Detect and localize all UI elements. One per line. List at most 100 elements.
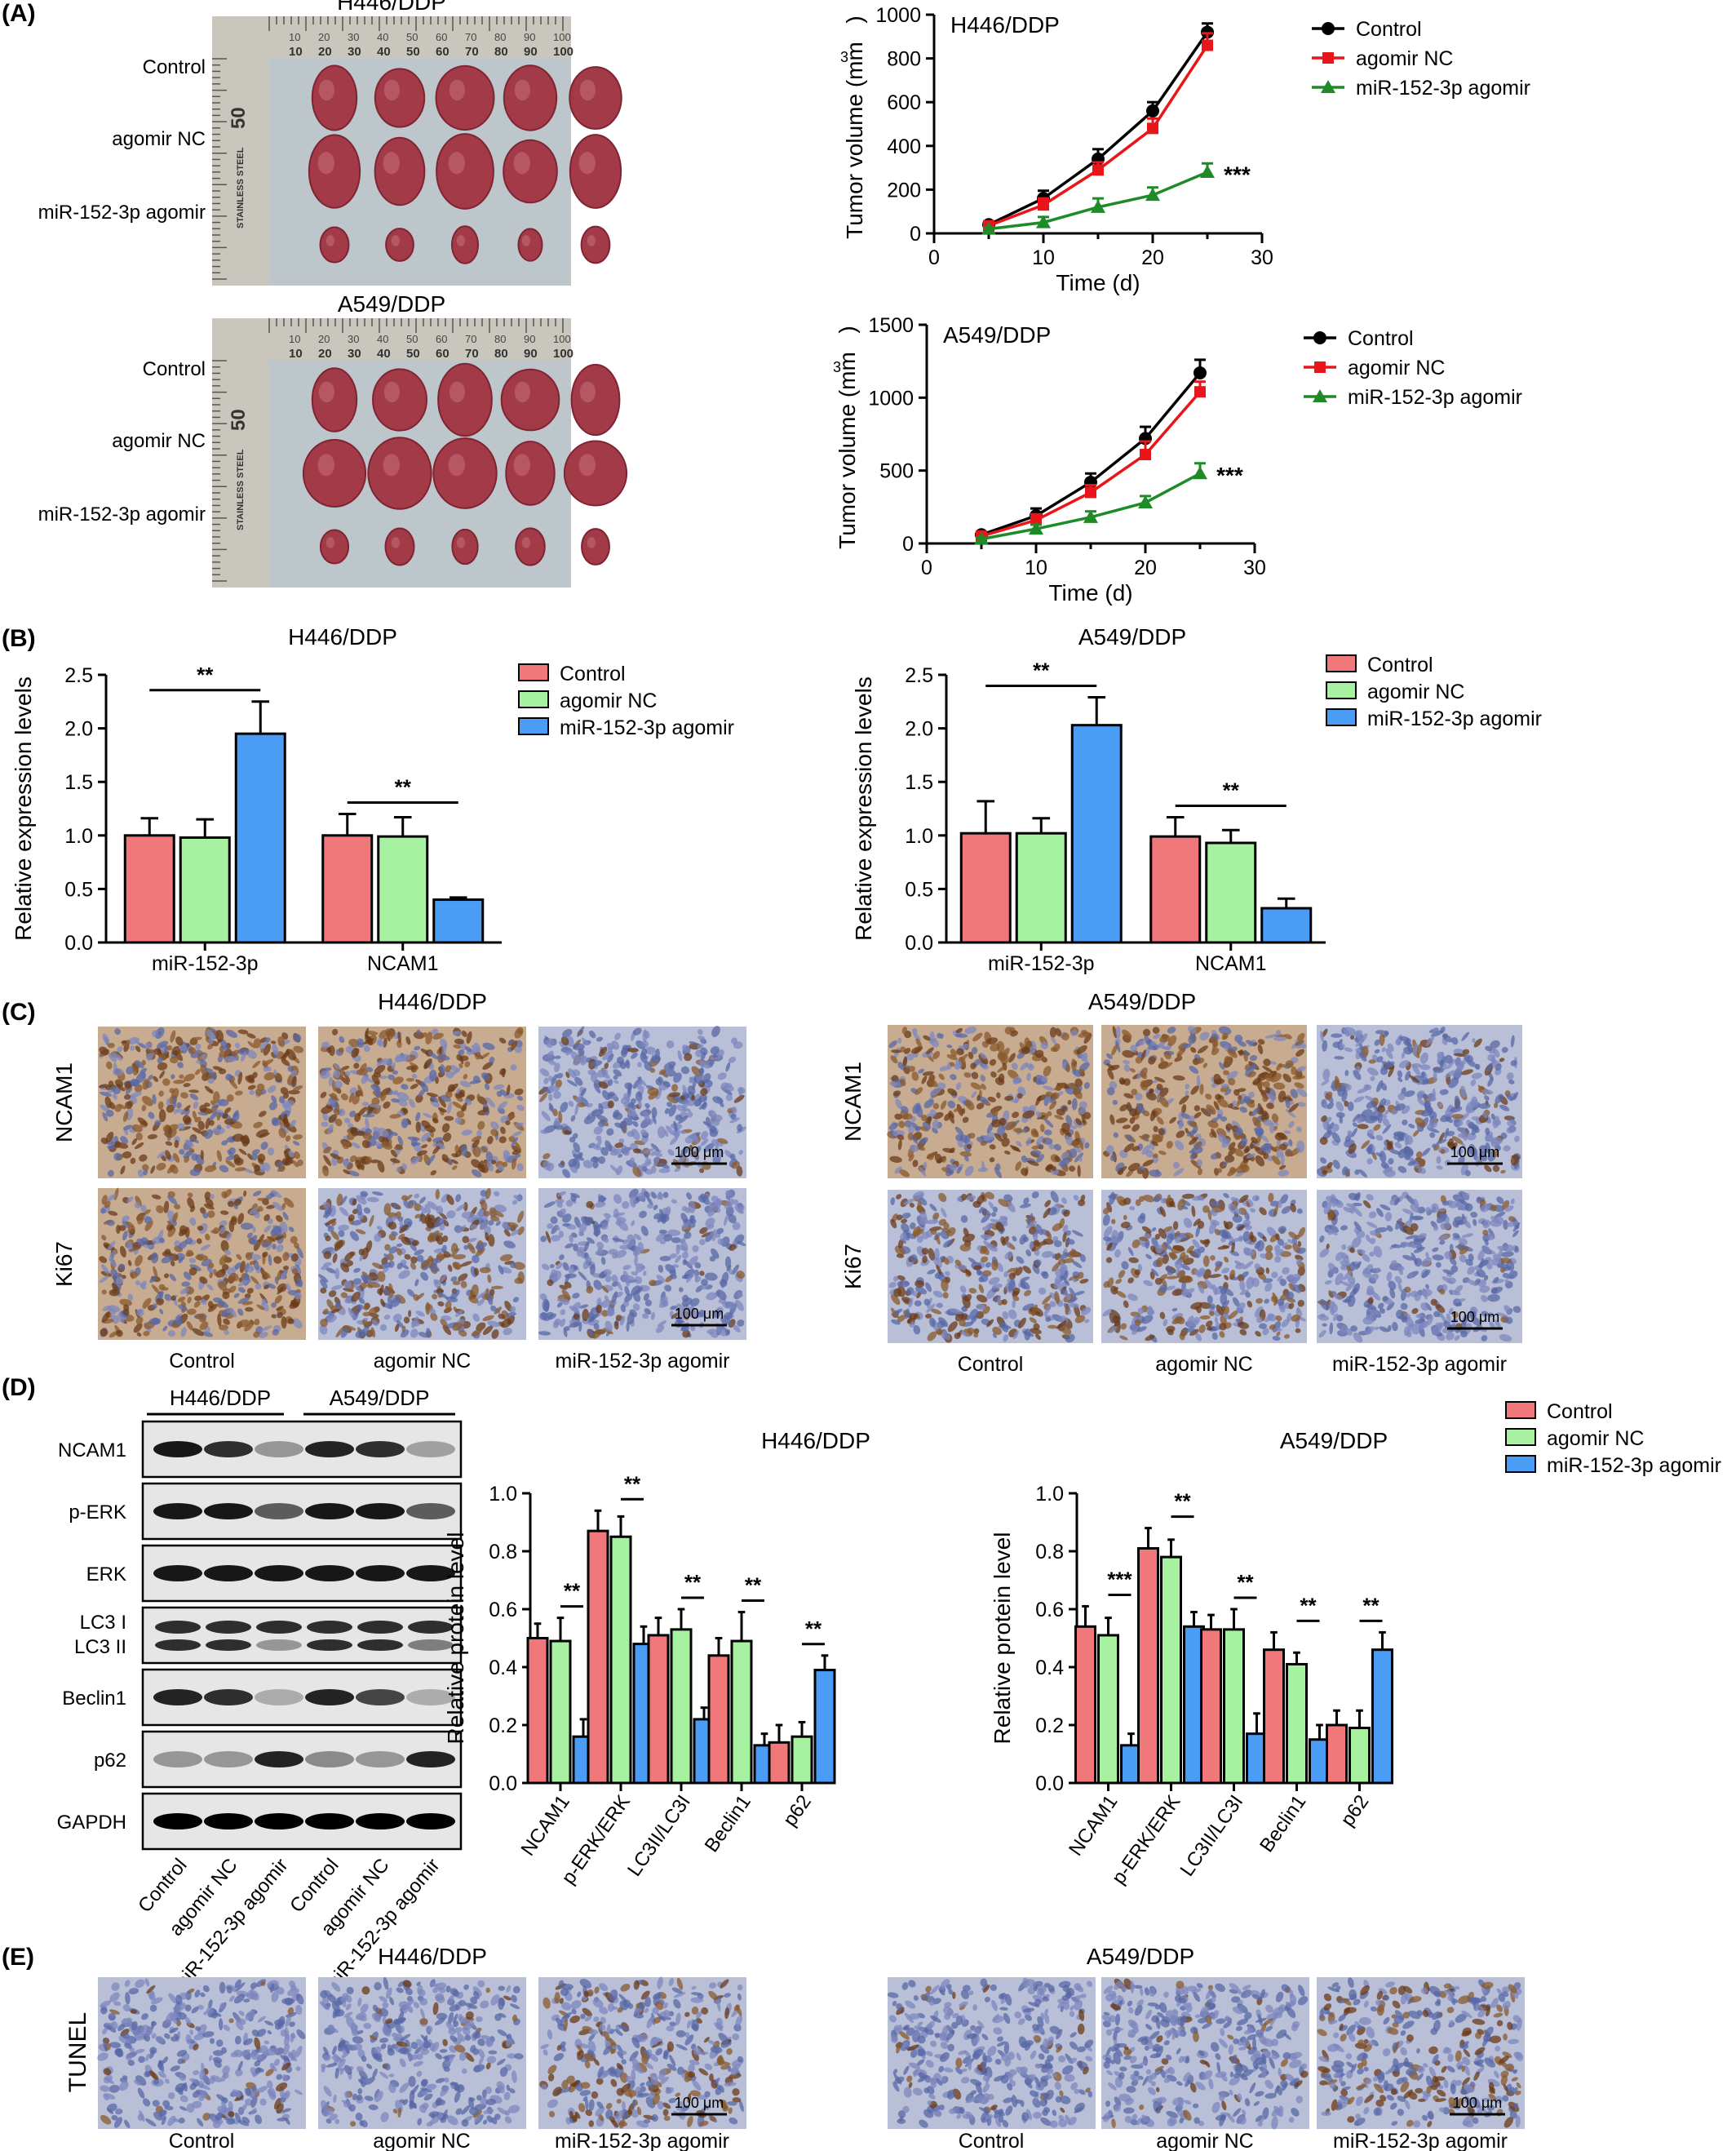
cell-nucleus — [221, 1140, 228, 1146]
cell-nucleus — [700, 1047, 708, 1055]
bar — [1205, 841, 1257, 944]
cell-nucleus — [499, 1068, 507, 1076]
photo-row-label: agomir NC — [112, 128, 206, 150]
cell-nucleus — [475, 1051, 481, 1060]
ihc-group-title: H446/DDP — [378, 989, 487, 1014]
cell-nucleus — [268, 1102, 278, 1111]
cell-nucleus — [191, 1153, 199, 1161]
cell-nucleus — [413, 1031, 424, 1040]
tumor — [570, 363, 621, 437]
cell-nucleus — [499, 1126, 506, 1134]
cell-nucleus — [621, 1145, 630, 1156]
tumor-highlight — [587, 537, 596, 548]
cell-nucleus — [142, 1079, 150, 1090]
cell-nucleus — [197, 1111, 208, 1116]
cell-nucleus — [327, 1099, 332, 1106]
cell-nucleus — [286, 1049, 296, 1061]
bar — [959, 832, 1012, 944]
cell-nucleus — [405, 1078, 415, 1082]
cell-nucleus — [297, 1159, 303, 1167]
cell-nucleus — [600, 1146, 609, 1156]
cell-nucleus — [737, 1087, 746, 1094]
cell-nucleus — [438, 1096, 446, 1108]
cell-nucleus — [376, 1040, 384, 1047]
cell-nucleus — [379, 1058, 391, 1065]
significance-mark: ** — [395, 775, 412, 800]
cell-nucleus — [484, 1083, 490, 1090]
cell-nucleus — [454, 1144, 459, 1153]
cell-nucleus — [283, 1113, 288, 1124]
cell-nucleus — [598, 1155, 606, 1164]
cell-nucleus — [614, 1142, 624, 1148]
cell-nucleus — [288, 1151, 294, 1158]
cell-nucleus — [148, 1049, 155, 1053]
tumor — [384, 527, 415, 566]
cell-nucleus — [284, 1150, 290, 1161]
legend-label: agomir NC — [560, 690, 657, 712]
cell-nucleus — [476, 1096, 488, 1105]
cell-nucleus — [265, 1066, 272, 1071]
cell-nucleus — [510, 1064, 517, 1071]
cell-nucleus — [542, 1153, 551, 1160]
cell-nucleus — [224, 1055, 237, 1062]
cell-nucleus — [381, 1141, 392, 1150]
y-tick-label: 0 — [902, 533, 914, 556]
ruler-number: 90 — [524, 31, 535, 43]
cell-nucleus — [389, 1114, 401, 1119]
cell-nucleus — [126, 1066, 135, 1075]
cell-nucleus — [328, 1098, 339, 1108]
cell-nucleus — [105, 1131, 114, 1143]
cell-nucleus — [511, 1137, 518, 1147]
cell-nucleus — [163, 1132, 173, 1138]
cell-nucleus — [321, 1121, 329, 1127]
ruler-number: 50 — [406, 31, 418, 43]
cell-nucleus — [709, 1129, 718, 1138]
cell-nucleus — [683, 1146, 689, 1154]
x-axis-title: Time (d) — [1056, 270, 1140, 295]
significance-mark: ** — [1223, 778, 1240, 802]
x-tick-label: 10 — [1032, 246, 1055, 269]
cell-nucleus — [570, 1051, 580, 1062]
cell-nucleus — [516, 1163, 524, 1172]
cell-nucleus — [114, 1028, 121, 1036]
y-tick-label: 2.5 — [905, 664, 933, 687]
cell-nucleus — [247, 1084, 256, 1090]
legend-swatch — [1326, 708, 1357, 726]
cell-nucleus — [141, 1105, 147, 1111]
cell-nucleus — [228, 1075, 233, 1081]
ruler-number: 40 — [377, 347, 391, 361]
cell-nucleus — [262, 1058, 274, 1067]
cell-nucleus — [137, 1169, 144, 1178]
tumor — [505, 441, 556, 506]
cell-nucleus — [281, 1032, 289, 1040]
ihc-col-label: agomir NC — [374, 1350, 471, 1373]
cell-nucleus — [102, 1033, 110, 1044]
cell-nucleus — [567, 1080, 578, 1087]
cell-nucleus — [613, 1069, 622, 1077]
cell-nucleus — [99, 1091, 112, 1097]
cell-nucleus — [432, 1032, 444, 1040]
cell-nucleus — [379, 1076, 388, 1080]
cell-nucleus — [268, 1147, 275, 1155]
cell-nucleus — [277, 1036, 286, 1048]
cell-nucleus — [431, 1028, 439, 1036]
cell-nucleus — [682, 1101, 690, 1109]
cell-nucleus — [195, 1043, 202, 1050]
cell-nucleus — [1331, 1033, 1343, 1038]
cell-nucleus — [1043, 1129, 1052, 1136]
cell-nucleus — [238, 1148, 247, 1155]
legend-swatch — [518, 690, 549, 708]
cell-nucleus — [666, 1125, 675, 1136]
cell-nucleus — [415, 1094, 423, 1103]
cell-nucleus — [512, 1131, 522, 1138]
cell-nucleus — [482, 1042, 495, 1050]
cell-nucleus — [370, 1159, 380, 1164]
tumor-photo: 1010202030304040505060607070808090901001… — [212, 16, 622, 286]
y-tick-label: 400 — [887, 135, 921, 158]
cell-nucleus — [365, 1156, 373, 1164]
y-tick-label: 2.0 — [64, 718, 93, 741]
cell-nucleus — [267, 1084, 277, 1093]
bar — [234, 732, 286, 944]
significance-mark: ** — [1033, 659, 1050, 683]
